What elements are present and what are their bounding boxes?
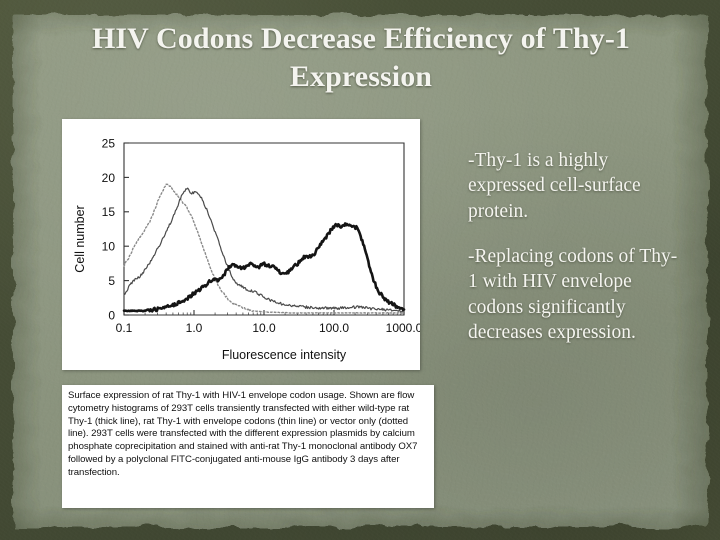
svg-text:5: 5: [108, 274, 115, 288]
chart-y-axis-label: Cell number: [73, 205, 87, 272]
svg-text:1.0: 1.0: [186, 321, 203, 335]
svg-text:10: 10: [102, 240, 116, 254]
chart-x-tick-labels: 0.1 1.0 10.0 100.0 1000.0: [116, 321, 420, 335]
chart-series-line: [123, 183, 405, 314]
chart-plot-frame: [123, 142, 405, 316]
svg-text:0: 0: [108, 308, 115, 322]
flow-cytometry-histogram-chart: 0.1 1.0 10.0 100.0 1000.0 0 5 10 15 20 25 Fluores…: [62, 119, 420, 370]
chart-series-line: [123, 187, 405, 313]
body-bullet-2: -Replacing codons of Thy-1 with HIV enve…: [468, 246, 678, 344]
chart-y-tick-labels: 0 5 10 15 20 25: [102, 136, 116, 322]
page-title: HIV Codons Decrease Efficiency of Thy-1 …: [91, 22, 631, 94]
body-bullet-1: -Thy-1 is a highly expressed cell-surfac…: [468, 150, 641, 222]
svg-text:100.0: 100.0: [319, 321, 349, 335]
svg-text:1000.0: 1000.0: [386, 321, 420, 335]
figure-caption-card: Surface expression of rat Thy-1 with HIV…: [62, 385, 434, 508]
chart-x-axis-label: Fluorescence intensity: [222, 348, 347, 362]
body-text-block: -Thy-1 is a highly expressed cell-surfac…: [468, 148, 680, 345]
chart-series-line: [122, 222, 406, 313]
svg-text:0.1: 0.1: [116, 321, 133, 335]
figure-image-card: 0.1 1.0 10.0 100.0 1000.0 0 5 10 15 20 25 Fluores…: [62, 119, 420, 370]
chart-background: [62, 119, 420, 370]
svg-text:25: 25: [102, 136, 116, 150]
svg-text:10.0: 10.0: [252, 321, 276, 335]
chart-series-group: [122, 183, 406, 314]
figure-caption-text: Surface expression of rat Thy-1 with HIV…: [68, 390, 418, 478]
svg-text:20: 20: [102, 171, 116, 185]
svg-text:15: 15: [102, 205, 116, 219]
